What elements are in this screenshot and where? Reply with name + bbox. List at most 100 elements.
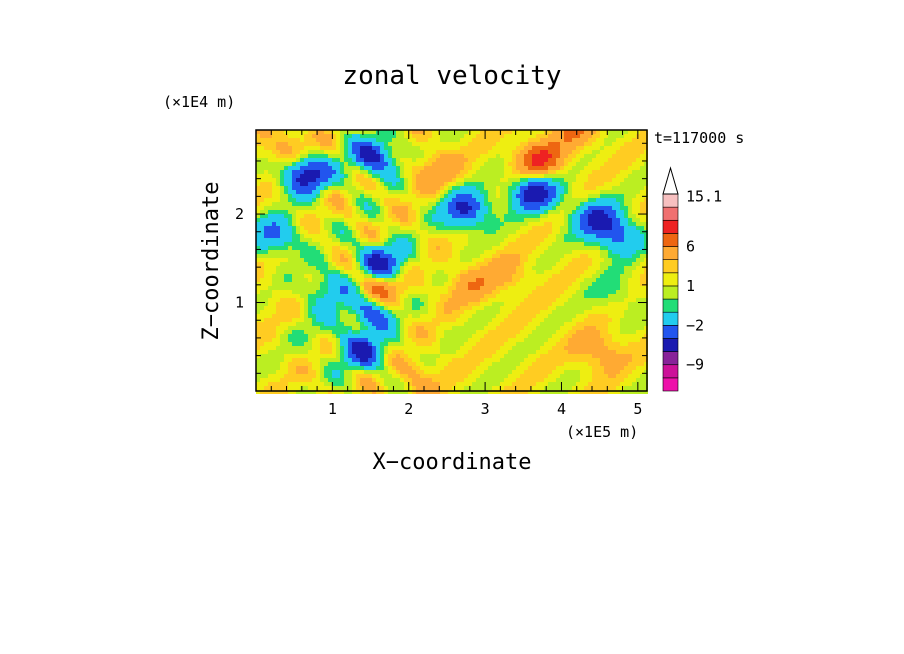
- field-cell: [344, 242, 348, 246]
- field-cell: [448, 222, 452, 226]
- field-cell: [264, 218, 268, 222]
- field-cell: [396, 310, 400, 314]
- field-cell: [568, 282, 572, 286]
- field-cell: [264, 214, 268, 218]
- field-cell: [300, 182, 304, 186]
- field-cell: [384, 302, 388, 306]
- field-cell: [472, 214, 476, 218]
- field-cell: [524, 298, 528, 302]
- field-cell: [616, 290, 620, 294]
- field-cell: [416, 190, 420, 194]
- field-cell: [508, 150, 512, 154]
- field-cell: [392, 246, 396, 250]
- field-cell: [628, 294, 632, 298]
- field-cell: [524, 170, 528, 174]
- field-cell: [288, 310, 292, 314]
- field-cell: [372, 290, 376, 294]
- field-cell: [540, 278, 544, 282]
- field-cell: [408, 298, 412, 302]
- field-cell: [628, 178, 632, 182]
- field-cell: [348, 222, 352, 226]
- field-cell: [620, 190, 624, 194]
- field-cell: [540, 286, 544, 290]
- field-cell: [508, 134, 512, 138]
- field-cell: [440, 302, 444, 306]
- field-cell: [488, 146, 492, 150]
- field-cell: [480, 298, 484, 302]
- field-cell: [388, 254, 392, 258]
- field-cell: [524, 194, 528, 198]
- field-cell: [268, 186, 272, 190]
- field-cell: [368, 290, 372, 294]
- field-cell: [420, 134, 424, 138]
- field-cell: [556, 266, 560, 270]
- field-cell: [528, 206, 532, 210]
- field-cell: [556, 242, 560, 246]
- field-cell: [636, 150, 640, 154]
- field-cell: [496, 134, 500, 138]
- field-cell: [436, 170, 440, 174]
- field-cell: [360, 198, 364, 202]
- field-cell: [488, 294, 492, 298]
- field-cell: [556, 162, 560, 166]
- field-cell: [400, 238, 404, 242]
- field-cell: [500, 274, 504, 278]
- field-cell: [612, 274, 616, 278]
- field-cell: [336, 282, 340, 286]
- field-cell: [292, 246, 296, 250]
- field-cell: [624, 262, 628, 266]
- field-cell: [536, 226, 540, 230]
- field-cell: [532, 250, 536, 254]
- field-cell: [476, 170, 480, 174]
- field-cell: [584, 238, 588, 242]
- field-cell: [540, 234, 544, 238]
- field-cell: [536, 182, 540, 186]
- field-cell: [424, 294, 428, 298]
- field-cell: [624, 202, 628, 206]
- field-cell: [448, 134, 452, 138]
- field-cell: [328, 306, 332, 310]
- field-cell: [444, 138, 448, 142]
- field-cell: [388, 202, 392, 206]
- field-cell: [400, 202, 404, 206]
- field-cell: [516, 166, 520, 170]
- field-cell: [272, 198, 276, 202]
- field-cell: [324, 314, 328, 318]
- field-cell: [316, 290, 320, 294]
- field-cell: [304, 154, 308, 158]
- field-cell: [412, 186, 416, 190]
- field-cell: [412, 286, 416, 290]
- field-cell: [396, 158, 400, 162]
- field-cell: [588, 306, 592, 310]
- field-cell: [408, 262, 412, 266]
- field-cell: [552, 202, 556, 206]
- field-cell: [416, 138, 420, 142]
- field-cell: [496, 314, 500, 318]
- field-cell: [380, 154, 384, 158]
- field-cell: [508, 186, 512, 190]
- field-cell: [460, 162, 464, 166]
- field-cell: [620, 330, 624, 334]
- field-cell: [260, 138, 264, 142]
- field-cell: [324, 182, 328, 186]
- field-cell: [396, 242, 400, 246]
- field-cell: [612, 158, 616, 162]
- field-cell: [632, 150, 636, 154]
- field-cell: [524, 214, 528, 218]
- field-cell: [472, 278, 476, 282]
- field-cell: [428, 254, 432, 258]
- field-cell: [368, 226, 372, 230]
- field-cell: [540, 158, 544, 162]
- field-cell: [288, 258, 292, 262]
- field-cell: [572, 238, 576, 242]
- field-cell: [456, 298, 460, 302]
- field-cell: [620, 246, 624, 250]
- field-cell: [444, 234, 448, 238]
- field-cell: [436, 186, 440, 190]
- field-cell: [480, 238, 484, 242]
- field-cell: [348, 146, 352, 150]
- field-cell: [384, 218, 388, 222]
- field-cell: [608, 158, 612, 162]
- field-cell: [332, 162, 336, 166]
- field-cell: [424, 326, 428, 330]
